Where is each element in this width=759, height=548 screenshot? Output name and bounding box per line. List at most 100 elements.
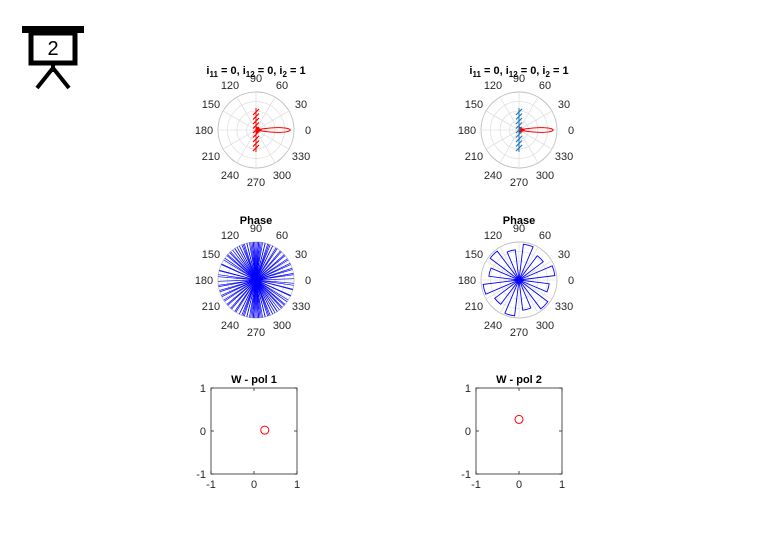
- title-text: = 1: [287, 65, 306, 77]
- polar-tick-label: 180: [195, 125, 213, 137]
- polar-grid-spoke: [222, 110, 257, 131]
- title-text: i: [206, 65, 209, 77]
- y-tick-label: -1: [196, 469, 206, 481]
- polar-tick-label: 330: [292, 151, 310, 163]
- title-subscript: 11: [472, 70, 481, 79]
- polar-tick-label: 120: [221, 80, 239, 92]
- polar-tick-label: 300: [536, 320, 554, 332]
- polar-tick-label: 180: [195, 275, 213, 287]
- polar-tick-label: 150: [202, 249, 220, 261]
- phase-wedge: [518, 243, 534, 281]
- polar-tick-label: 270: [247, 327, 265, 339]
- polar-tick-label: 240: [221, 170, 239, 182]
- chart-title: Phase: [240, 215, 272, 227]
- polar-tick-label: 240: [484, 170, 502, 182]
- chart-title: i11 = 0, i12 = 0, i2 = 1: [469, 65, 568, 79]
- polar-tick-label: 120: [484, 80, 502, 92]
- polar-tick-label: 210: [202, 301, 220, 313]
- polar-grid-spoke: [499, 129, 520, 164]
- polar-tick-label: 60: [539, 80, 551, 92]
- title-subscript: 11: [209, 70, 218, 79]
- phase-wedge: [488, 267, 520, 281]
- polar-grid-spoke: [485, 110, 520, 131]
- polar-tick-label: 30: [295, 99, 307, 111]
- polar-tick-label: 120: [221, 230, 239, 242]
- polar-grid-spoke: [518, 129, 553, 150]
- polar-tick-label: 240: [484, 320, 502, 332]
- polar-grid-spoke: [236, 96, 257, 131]
- polar-tick-label: 60: [539, 230, 551, 242]
- polar-grid-spoke: [236, 129, 257, 164]
- title-subscript: 12: [246, 70, 255, 79]
- polar-tick-label: 240: [221, 320, 239, 332]
- polar-grid-spoke: [499, 279, 520, 314]
- scatter-axes-4: -1 0 1 -1 0 1 W - pol 1: [196, 374, 300, 491]
- phase-wedge: [518, 279, 549, 310]
- polar-tick-label: 0: [568, 125, 574, 137]
- polar-grid-spoke: [485, 279, 520, 300]
- x-tick-label: -1: [471, 479, 481, 491]
- polar-tick-label: 0: [568, 275, 574, 287]
- polar-tick-label: 330: [555, 151, 573, 163]
- polar-tick-label: 210: [202, 151, 220, 163]
- polar-tick-label: 60: [276, 80, 288, 92]
- polar-tick-label: 300: [273, 170, 291, 182]
- polar-tick-label: 0: [305, 275, 311, 287]
- phase-wedge: [518, 279, 550, 293]
- title-subscript: 2: [282, 70, 287, 79]
- polar-tick-label: 270: [510, 177, 528, 189]
- phase-wedge: [504, 279, 520, 317]
- polar-grid-spoke: [499, 96, 520, 131]
- x-tick-label: 0: [251, 479, 257, 491]
- phase-wedge: [518, 279, 532, 311]
- polar-tick-label: 150: [465, 249, 483, 261]
- y-tick-label: 1: [200, 383, 206, 395]
- chart-title: i11 = 0, i12 = 0, i2 = 1: [206, 65, 305, 79]
- title-text: = 0, i: [518, 65, 546, 77]
- polar-tick-label: 30: [558, 249, 570, 261]
- slide-number: 2: [47, 38, 58, 60]
- polar-grid-spoke: [518, 279, 553, 300]
- polar-tick-label: 120: [484, 230, 502, 242]
- chart-title: W - pol 1: [231, 374, 277, 386]
- polar-grid-spoke: [518, 110, 553, 131]
- x-tick-label: -1: [206, 479, 216, 491]
- phase-wedge: [489, 250, 520, 281]
- y-tick-label: 1: [465, 383, 471, 395]
- polar-tick-label: 300: [273, 320, 291, 332]
- x-tick-label: 1: [294, 479, 300, 491]
- polar-grid-spoke: [255, 96, 276, 131]
- title-subscript: 2: [545, 70, 550, 79]
- scatter-point: [260, 425, 270, 435]
- lobe-line: [518, 127, 554, 133]
- polar-grid-spoke: [255, 110, 290, 131]
- polar-grid-spoke: [518, 260, 553, 281]
- polar-tick-label: 180: [458, 275, 476, 287]
- phase-wedge: [518, 265, 556, 281]
- scatter-axes-5: -1 0 1 -1 0 1 W - pol 2: [461, 374, 565, 491]
- polar-tick-label: 60: [276, 230, 288, 242]
- phase-wedge: [518, 255, 544, 281]
- polar-tick-label: 330: [292, 301, 310, 313]
- polar-tick-label: 90: [250, 223, 262, 235]
- phase-wedge: [494, 279, 520, 305]
- polar-grid-spoke: [499, 246, 520, 281]
- polar-grid-spoke: [255, 129, 276, 164]
- polar-tick-label: 30: [295, 249, 307, 261]
- phase-wedge: [482, 279, 520, 295]
- polar-grid-spoke: [485, 260, 520, 281]
- x-tick-label: 1: [559, 479, 565, 491]
- presentation-board-icon: 2: [22, 26, 84, 90]
- polar-tick-label: 330: [555, 301, 573, 313]
- polar-grid-spoke: [518, 96, 539, 131]
- title-text: = 1: [550, 65, 569, 77]
- title-text: = 0, i: [255, 65, 283, 77]
- y-tick-label: 0: [465, 426, 471, 438]
- title-subscript: 12: [509, 70, 518, 79]
- polar-grid-spoke: [485, 129, 520, 150]
